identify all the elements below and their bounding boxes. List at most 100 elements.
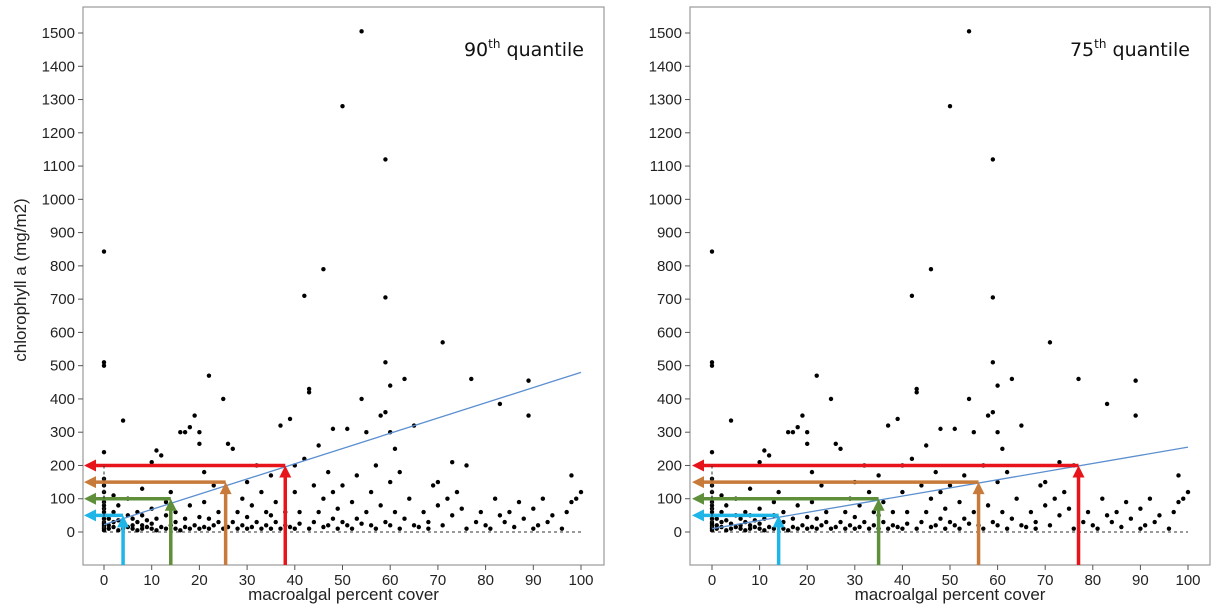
data-point: [985, 413, 991, 418]
data-point: [192, 413, 197, 418]
data-point: [776, 489, 781, 495]
data-point: [1100, 496, 1105, 501]
data-point: [1157, 513, 1162, 518]
data-point: [187, 425, 193, 430]
data-point: [947, 483, 953, 488]
data-point: [101, 516, 107, 521]
data-point: [278, 423, 283, 428]
data-point: [578, 489, 584, 495]
data-point: [709, 449, 715, 455]
data-point: [738, 516, 743, 521]
data-point: [440, 523, 445, 528]
data-point: [163, 499, 169, 505]
data-point: [1033, 519, 1038, 525]
data-point: [709, 516, 715, 521]
data-point: [805, 430, 810, 435]
data-point: [330, 516, 336, 521]
data-point: [230, 519, 235, 525]
data-point: [130, 516, 135, 521]
data-point: [297, 521, 302, 526]
data-point: [966, 29, 972, 34]
data-point: [814, 526, 819, 531]
data-point: [805, 514, 810, 520]
data-point: [273, 519, 278, 525]
quantile-fit-line: [103, 371, 582, 526]
data-point: [719, 493, 724, 498]
x-tick-label: 80: [1084, 572, 1101, 589]
data-point: [781, 509, 786, 515]
x-tick-label: 90: [525, 572, 542, 589]
data-point: [962, 516, 967, 521]
data-point: [914, 526, 919, 531]
data-point: [106, 526, 111, 531]
data-point: [904, 521, 910, 526]
data-point: [714, 523, 719, 528]
data-point: [502, 519, 507, 525]
data-point: [450, 513, 455, 518]
data-point: [824, 509, 829, 515]
x-tick-label: 100: [1175, 572, 1200, 589]
data-point: [101, 449, 107, 455]
data-point: [325, 523, 331, 528]
threshold-green-up-arrowhead: [164, 498, 177, 511]
data-point: [885, 423, 891, 428]
quantile-fit-line: [711, 446, 1189, 530]
data-point: [743, 528, 748, 533]
data-point: [287, 416, 293, 422]
data-point: [192, 523, 197, 528]
data-point: [259, 526, 264, 531]
data-point: [106, 523, 111, 528]
data-point: [819, 483, 824, 488]
data-point: [311, 519, 317, 525]
data-point: [766, 453, 772, 458]
data-point: [1138, 506, 1143, 511]
x-tick-label: 20: [799, 572, 816, 589]
data-point: [1057, 459, 1062, 465]
data-point: [719, 509, 724, 515]
data-point: [766, 524, 772, 530]
data-point: [531, 506, 536, 511]
data-point: [724, 528, 729, 533]
data-point: [843, 509, 848, 515]
data-point: [805, 441, 810, 447]
data-point: [833, 441, 838, 447]
data-point: [240, 523, 245, 528]
y-tick-label: 500: [657, 358, 682, 375]
data-point: [957, 526, 962, 531]
data-point: [407, 496, 412, 501]
data-point: [101, 509, 107, 515]
data-point: [178, 528, 183, 533]
data-point: [762, 448, 767, 453]
data-point: [1147, 496, 1153, 501]
data-point: [805, 526, 810, 531]
data-point: [221, 396, 226, 402]
data-point: [197, 441, 202, 447]
data-point: [159, 524, 164, 530]
threshold-brown-left-arrowhead: [84, 476, 96, 489]
data-point: [244, 526, 250, 531]
data-point: [182, 524, 188, 530]
data-point: [402, 516, 407, 521]
data-point: [728, 526, 734, 531]
data-point: [757, 506, 762, 511]
data-point: [828, 396, 834, 402]
x-tick-label: 50: [942, 572, 959, 589]
data-point: [454, 489, 460, 495]
y-tick-label: 500: [50, 358, 75, 375]
data-point: [235, 509, 240, 515]
data-point: [321, 496, 326, 501]
data-point: [876, 473, 881, 478]
x-tick-label: 60: [382, 572, 399, 589]
data-point: [1119, 524, 1124, 530]
data-point: [149, 526, 154, 531]
x-tick-label: 80: [477, 572, 494, 589]
data-point: [388, 523, 393, 528]
data-point: [373, 526, 379, 531]
data-point: [359, 521, 364, 526]
data-point: [349, 499, 355, 505]
y-tick-label: 800: [50, 258, 75, 275]
data-point: [1009, 376, 1015, 382]
data-point: [216, 509, 221, 515]
threshold-red-left-arrowhead: [84, 459, 96, 472]
data-point: [111, 524, 116, 530]
